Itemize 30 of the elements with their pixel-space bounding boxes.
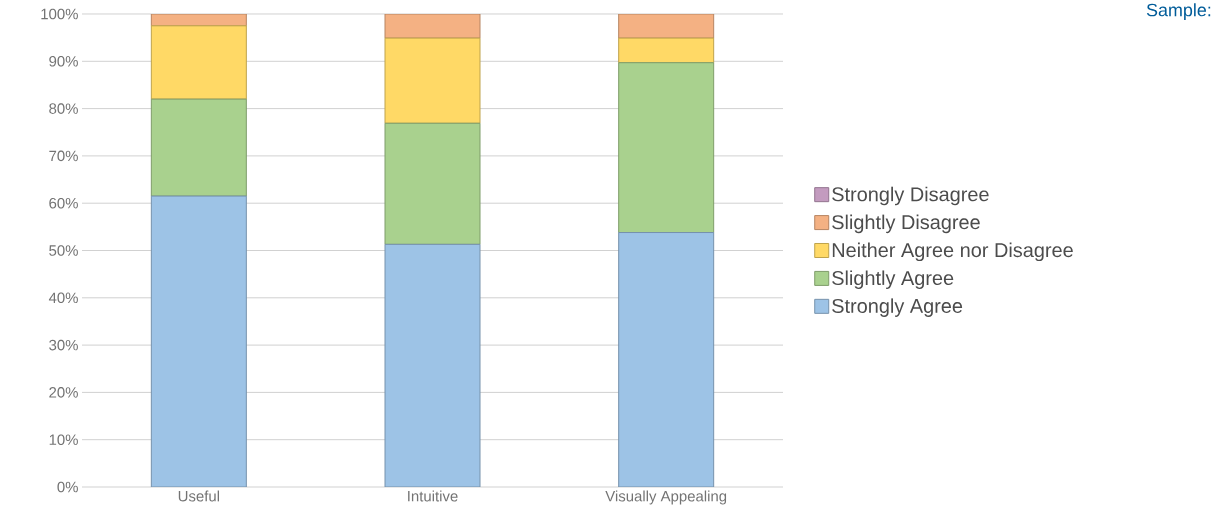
bar	[618, 62, 715, 234]
x-tick-label: Visually Appealing	[605, 490, 727, 505]
y-tick-label: 80%	[49, 103, 78, 114]
y-tick-label: 100%	[41, 8, 78, 20]
bar	[384, 122, 481, 245]
legend-label: Slightly Disagree	[832, 214, 980, 234]
bar	[150, 195, 247, 487]
y-tick-label: 0%	[57, 481, 78, 493]
y-tick-label: 40%	[48, 292, 78, 304]
bar	[618, 232, 715, 487]
y-tick-label: 10%	[49, 434, 78, 445]
bar	[384, 243, 481, 487]
legend-label: Strongly Disagree	[832, 186, 989, 206]
text: Sample:	[1146, 3, 1211, 20]
y-tick-label: 70%	[49, 150, 78, 162]
legend-label: Neither Agree nor Disagree	[832, 242, 1073, 262]
legend-label: Strongly Agree	[832, 298, 963, 317]
bar	[618, 14, 715, 39]
x-tick-label: Intuitive	[408, 490, 458, 502]
y-tick-label: 50%	[49, 245, 78, 256]
legend-label: Slightly Agree	[832, 270, 954, 290]
bar	[618, 37, 715, 64]
bar	[384, 37, 481, 124]
bar	[150, 98, 247, 197]
y-tick-label: 90%	[49, 56, 78, 67]
bar	[150, 25, 247, 100]
x-tick-label: Useful	[178, 490, 219, 502]
y-tick-label: 60%	[49, 197, 78, 209]
y-tick-label: 30%	[49, 339, 78, 351]
y-tick-label: 20%	[49, 387, 78, 398]
